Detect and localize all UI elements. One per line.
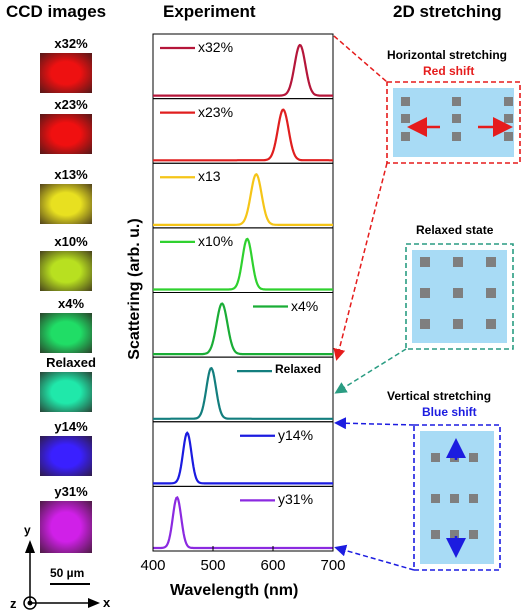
legend-label-3: x10%	[198, 232, 234, 249]
panel-frame	[405, 243, 514, 350]
series-line-6	[153, 431, 333, 485]
legend-label-2: x13	[198, 168, 221, 185]
nanoparticle	[453, 319, 463, 329]
nanoparticle	[420, 288, 430, 298]
ccd-label-2: x13%	[54, 167, 88, 182]
x-tick-label-2: 600	[260, 557, 286, 574]
nanoparticle	[431, 494, 440, 503]
stretch-panels	[333, 35, 521, 571]
nanoparticle	[450, 453, 459, 462]
x-tick-label-3: 700	[320, 557, 346, 574]
connector-red-top	[333, 35, 388, 83]
nanoparticle	[504, 132, 513, 141]
nanoparticle	[450, 494, 459, 503]
ccd-image-4	[40, 313, 92, 353]
nanoparticle	[469, 453, 478, 462]
nanoparticle	[401, 132, 410, 141]
scale-bar-label: 50 µm	[50, 566, 85, 580]
series-line-7	[153, 496, 333, 550]
relaxed-title: Relaxed state	[416, 223, 494, 237]
series-line-1	[153, 108, 333, 162]
panel-1	[152, 98, 334, 164]
nanoparticle	[452, 114, 461, 123]
nanoparticle	[452, 132, 461, 141]
ccd-label-1: x23%	[54, 97, 88, 112]
nanoparticle	[504, 97, 513, 106]
ccd-image-2	[40, 184, 92, 224]
nanoparticle	[469, 530, 478, 539]
ccd-image-3	[40, 251, 92, 291]
panel-7	[152, 485, 334, 552]
nanoparticle	[401, 97, 410, 106]
legend-label-4: x4%	[291, 297, 319, 314]
nanoparticle	[431, 530, 440, 539]
horizontal-subtitle: Red shift	[423, 64, 475, 78]
legend-label-7: y31%	[278, 491, 314, 508]
scale-bar	[50, 583, 90, 585]
series-line-5	[153, 366, 333, 420]
nanoparticle	[504, 114, 513, 123]
connector-red-bottom	[333, 162, 388, 361]
panel-2	[152, 162, 334, 229]
axis-z-label: z	[10, 596, 17, 611]
ccd-label-7: y31%	[54, 484, 88, 499]
ccd-image-0	[40, 53, 92, 93]
ccd-image-6	[40, 436, 92, 476]
ccd-label-0: x32%	[54, 36, 88, 51]
x-tick-label-1: 500	[200, 557, 226, 574]
series-line-0	[153, 43, 333, 97]
nanoparticle	[420, 257, 430, 267]
nanoparticle	[486, 288, 496, 298]
ccd-label-5: Relaxed	[46, 355, 96, 370]
panel-frame	[386, 81, 521, 164]
nanoparticle	[431, 453, 440, 462]
xyz-axis-icon	[23, 540, 100, 610]
nanoparticle	[450, 530, 459, 539]
panel-frame	[413, 424, 501, 571]
nanoparticle	[401, 114, 410, 123]
nanoparticle	[453, 257, 463, 267]
series-line-2	[153, 173, 333, 226]
nanoparticle	[420, 319, 430, 329]
nanoparticle	[469, 494, 478, 503]
vertical-subtitle: Blue shift	[422, 405, 477, 419]
series-line-4	[153, 302, 333, 356]
y-axis-label: Scattering (arb. u.)	[126, 218, 143, 360]
connector-teal	[334, 348, 407, 394]
connector-blue-top	[334, 417, 415, 430]
experiment-header: Experiment	[163, 2, 256, 21]
legend-label-6: y14%	[278, 426, 314, 443]
nanoparticle	[486, 319, 496, 329]
series-line-3	[153, 237, 333, 291]
nanoparticle	[453, 288, 463, 298]
ccd-label-3: x10%	[54, 234, 88, 249]
ccd-image-1	[40, 114, 92, 154]
axis-x-label: x	[103, 595, 111, 610]
ccd-header: CCD images	[6, 2, 107, 21]
ccd-image-7	[40, 501, 92, 553]
legend-label-0: x32%	[198, 39, 234, 55]
nanoparticle	[486, 257, 496, 267]
ccd-image-5	[40, 372, 92, 412]
vertical-title: Vertical stretching	[387, 389, 492, 403]
stretching-header: 2D stretching	[393, 2, 502, 21]
nanoparticle	[452, 97, 461, 106]
legend-label-5: Relaxed	[275, 362, 322, 377]
horizontal-title: Horizontal stretching	[387, 48, 508, 62]
axis-y-label: y	[24, 523, 31, 537]
x-tick-label-0: 400	[140, 557, 166, 574]
connector-blue-bottom	[334, 544, 415, 571]
ccd-label-4: x4%	[57, 296, 85, 311]
legend-label-1: x23%	[198, 103, 234, 120]
ccd-label-6: y14%	[54, 419, 88, 434]
x-axis-label: Wavelength (nm)	[170, 582, 299, 599]
